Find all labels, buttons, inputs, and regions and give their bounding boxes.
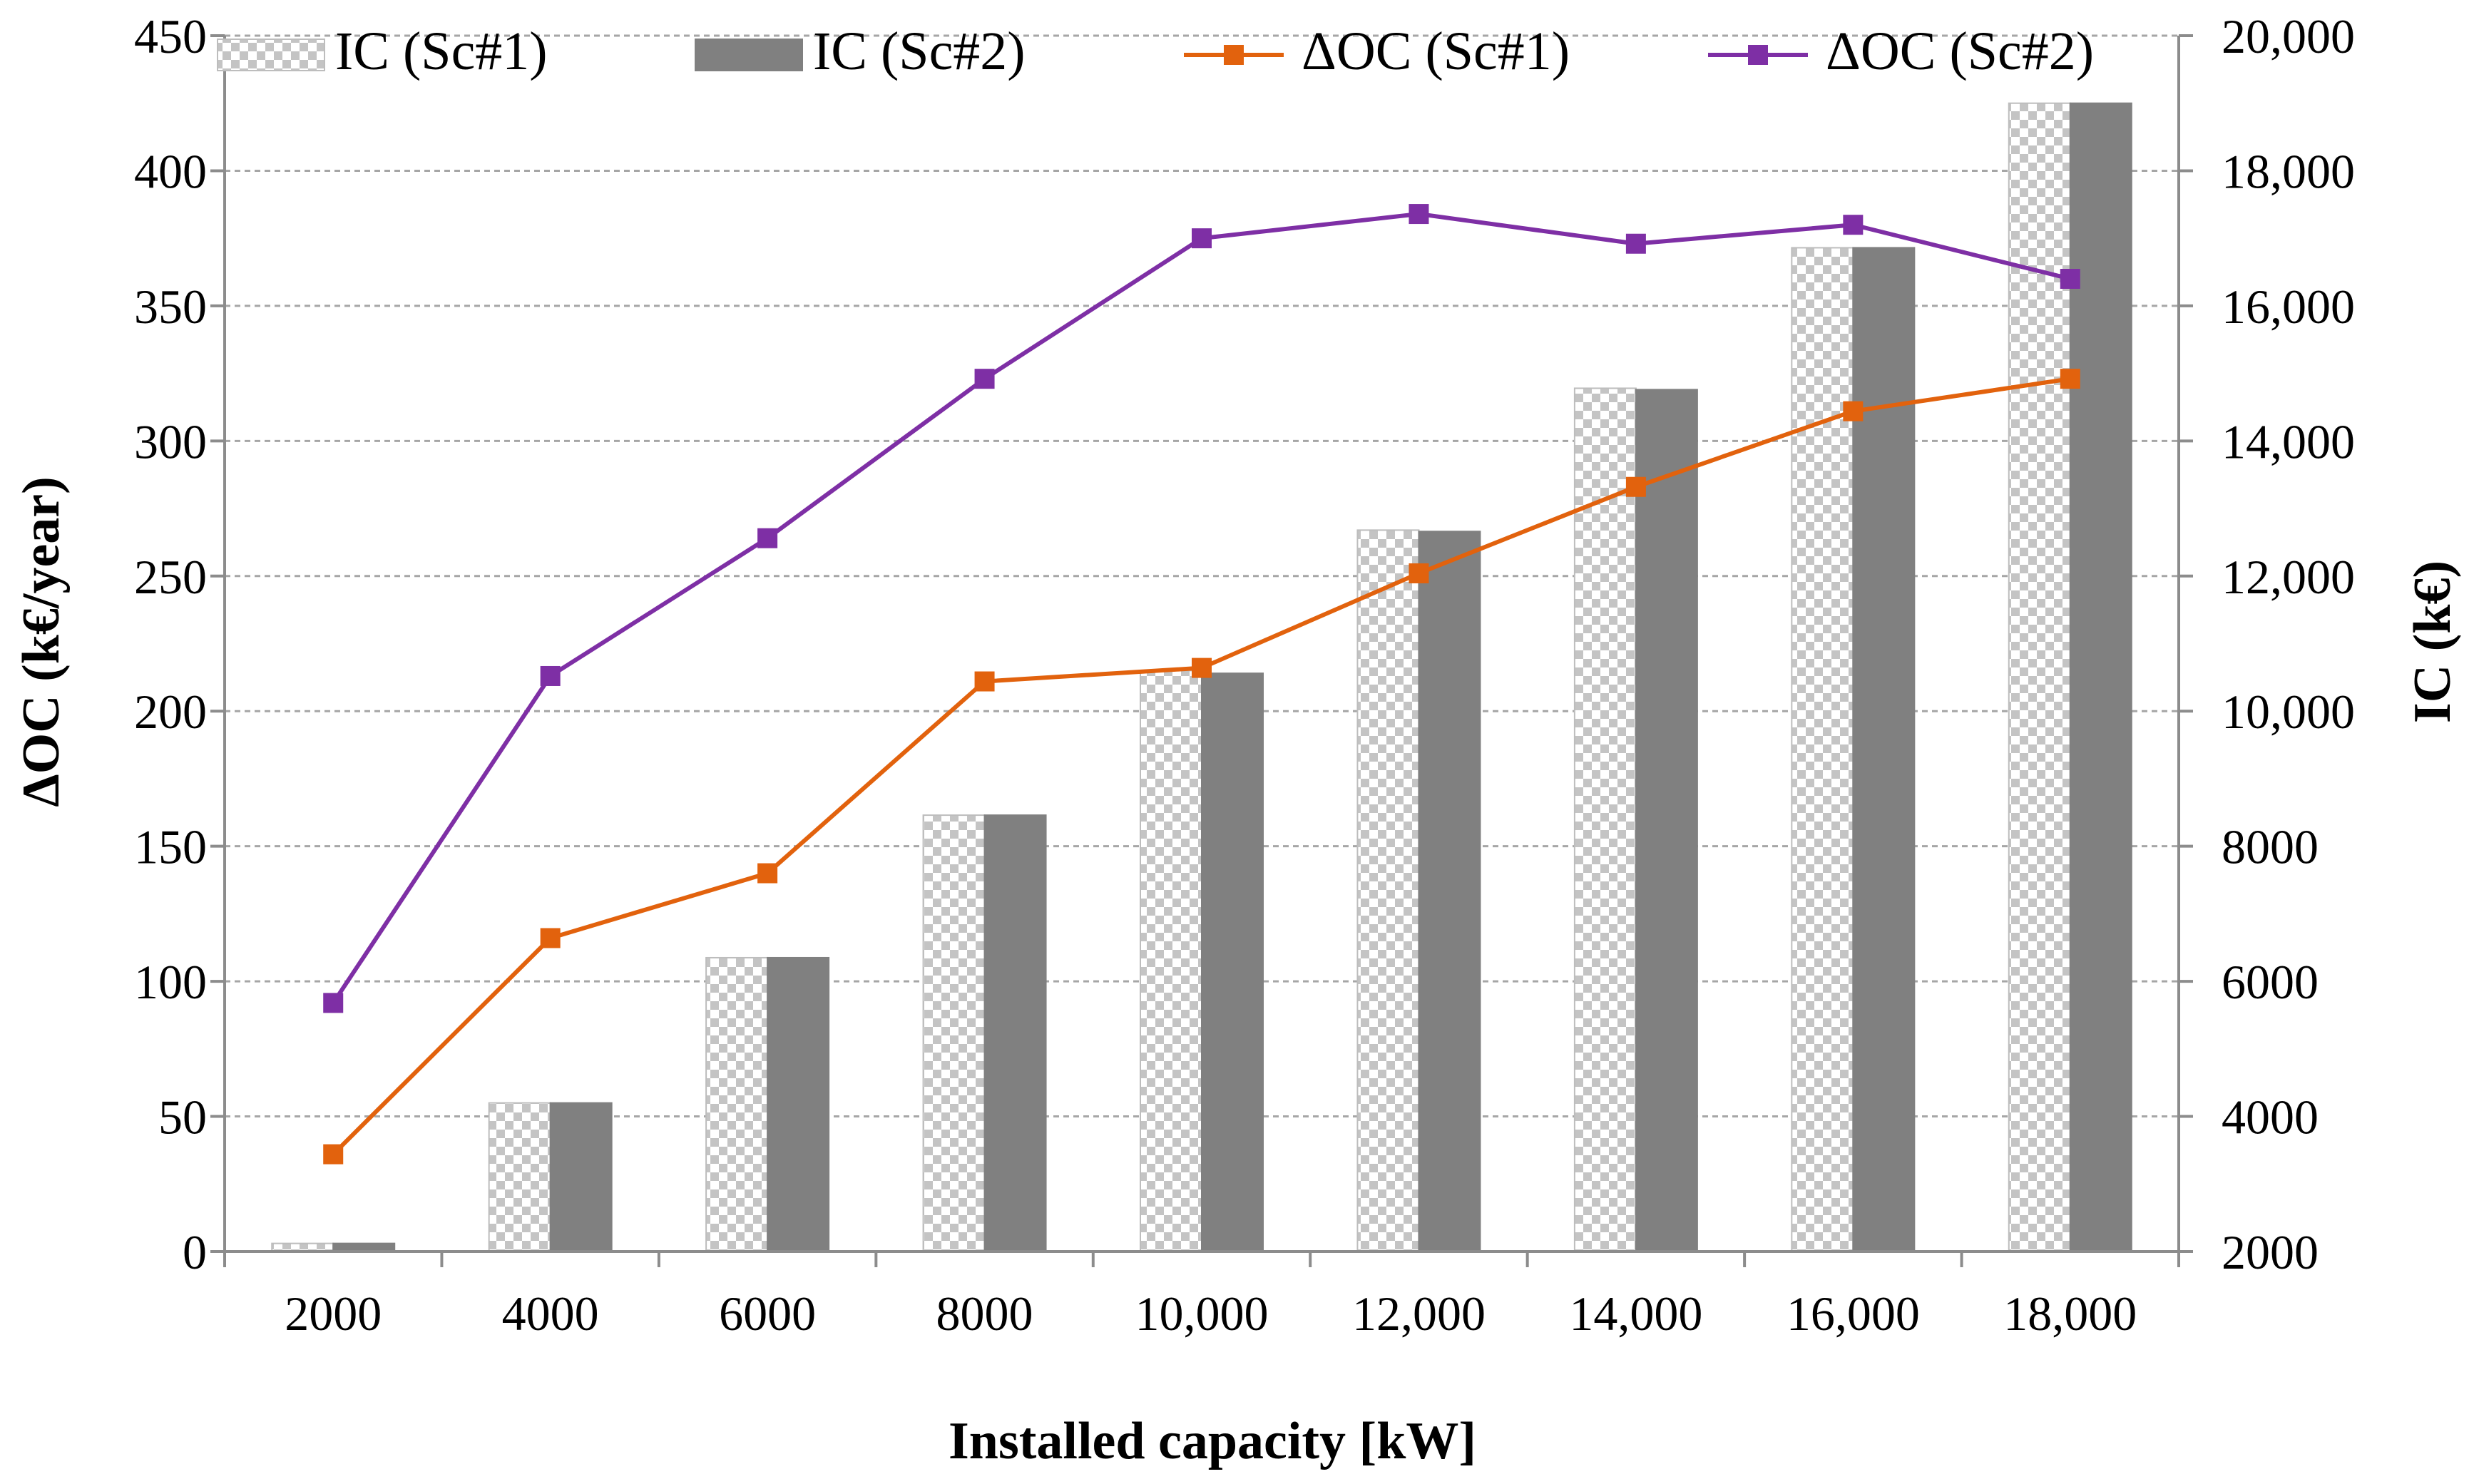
x-tick-label: 10,000: [1135, 1286, 1269, 1341]
legend-label: ΔOC (Sc#1): [1302, 21, 1570, 81]
bar-ic-sc2-16,000: [1852, 247, 1916, 1253]
point-doc-sc1-2000: [323, 1144, 344, 1165]
bars: [271, 102, 2132, 1253]
left-tick-label: 450: [134, 9, 207, 63]
bar-ic-sc1-16,000: [1791, 247, 1854, 1253]
x-axis-title: Installed capacity [kW]: [949, 1412, 1476, 1470]
right-axis-ticks: 2000 4000 6000 8000 10,000 12,000 14,000 16,000…: [2179, 9, 2355, 1279]
line-series: [323, 204, 2080, 1165]
legend-swatch: [695, 39, 803, 71]
point-doc-sc2-14,000: [1625, 233, 1646, 254]
point-doc-sc1-12,000: [1409, 563, 1429, 583]
bar-ic-sc2-12,000: [1418, 531, 1481, 1252]
legend-item-1: IC (Sc#1): [217, 21, 548, 81]
bar-ic-sc1-14,000: [1573, 387, 1637, 1253]
legend-item-4: ΔOC (Sc#2): [1708, 21, 2094, 81]
bar-ic-sc2-8000: [983, 814, 1047, 1253]
point-doc-sc2-8000: [974, 369, 995, 389]
bar-ic-sc2-6000: [767, 956, 830, 1253]
left-axis-title: ΔOC (k€/year): [12, 476, 71, 807]
x-tick-label: 12,000: [1352, 1286, 1486, 1341]
legend-item-2: IC (Sc#2): [695, 21, 1026, 81]
x-tick-label: 2000: [285, 1286, 382, 1341]
legend-marker: [1224, 45, 1244, 65]
x-axis-ticks: 2000 4000 6000 8000 10,000 12,000 14,000 16,000…: [223, 1252, 2180, 1341]
point-doc-sc1-16,000: [1843, 401, 1864, 421]
left-tick-label: 150: [134, 820, 207, 874]
right-tick-label: 16,000: [2222, 280, 2355, 334]
point-doc-sc2-18,000: [2060, 269, 2080, 289]
left-tick-label: 100: [134, 955, 207, 1009]
legend-item-3: ΔOC (Sc#1): [1184, 21, 1570, 81]
point-doc-sc2-2000: [323, 993, 344, 1013]
bar-ic-sc2-18,000: [2069, 102, 2132, 1253]
left-tick-label: 350: [134, 280, 207, 334]
bar-ic-sc1-12,000: [1356, 529, 1420, 1252]
left-tick-label: 400: [134, 144, 207, 198]
bar-ic-sc1-18,000: [2008, 102, 2071, 1253]
point-doc-sc1-6000: [757, 863, 778, 884]
right-tick-label: 18,000: [2222, 144, 2355, 198]
point-doc-sc1-14,000: [1625, 476, 1646, 497]
point-doc-sc1-18,000: [2060, 369, 2080, 389]
right-axis-title: IC (k€): [2403, 561, 2462, 723]
bar-ic-sc1-10,000: [1140, 670, 1202, 1252]
bar-ic-sc1-4000: [488, 1102, 551, 1252]
point-doc-sc2-6000: [757, 528, 778, 548]
legend: IC (Sc#1) IC (Sc#2) ΔOC (Sc#1) ΔOC (Sc#2): [217, 21, 2094, 81]
point-doc-sc2-4000: [540, 665, 561, 686]
x-tick-label: 16,000: [1787, 1286, 1920, 1341]
legend-marker: [1748, 45, 1768, 65]
bar-ic-sc1-8000: [922, 814, 986, 1253]
right-tick-label: 6000: [2222, 955, 2319, 1009]
x-tick-label: 4000: [502, 1286, 599, 1341]
point-doc-sc1-4000: [540, 928, 561, 948]
x-tick-label: 14,000: [1569, 1286, 1702, 1341]
left-axis-ticks: 0 50 100 150 200 250 300 350 400 450: [134, 9, 225, 1279]
point-doc-sc2-12,000: [1409, 204, 1429, 225]
legend-label: IC (Sc#2): [813, 21, 1026, 81]
left-tick-label: 300: [134, 414, 207, 469]
right-tick-label: 4000: [2222, 1090, 2319, 1145]
right-tick-label: 2000: [2222, 1225, 2319, 1279]
right-tick-label: 20,000: [2222, 9, 2355, 63]
bar-ic-sc2-10,000: [1201, 672, 1264, 1252]
point-doc-sc2-16,000: [1843, 215, 1864, 235]
right-tick-label: 14,000: [2222, 414, 2355, 469]
right-tick-label: 12,000: [2222, 550, 2355, 604]
legend-label: IC (Sc#1): [335, 21, 548, 81]
point-doc-sc1-10,000: [1192, 657, 1212, 678]
bar-ic-sc1-6000: [705, 956, 769, 1253]
left-tick-label: 200: [134, 685, 207, 739]
left-tick-label: 0: [183, 1225, 207, 1279]
bar-ic-sc2-14,000: [1635, 389, 1698, 1252]
right-tick-label: 8000: [2222, 820, 2319, 874]
left-tick-label: 250: [134, 550, 207, 604]
point-doc-sc2-10,000: [1192, 228, 1212, 249]
x-tick-label: 8000: [936, 1286, 1033, 1341]
right-tick-label: 10,000: [2222, 685, 2355, 739]
legend-swatch: [217, 39, 325, 71]
axes: [223, 36, 2180, 1253]
left-tick-label: 50: [158, 1090, 207, 1145]
x-tick-label: 6000: [719, 1286, 816, 1341]
x-tick-label: 18,000: [2003, 1286, 2137, 1341]
legend-label: ΔOC (Sc#2): [1826, 21, 2094, 81]
bar-ic-sc2-4000: [549, 1102, 613, 1252]
point-doc-sc1-8000: [974, 671, 995, 692]
